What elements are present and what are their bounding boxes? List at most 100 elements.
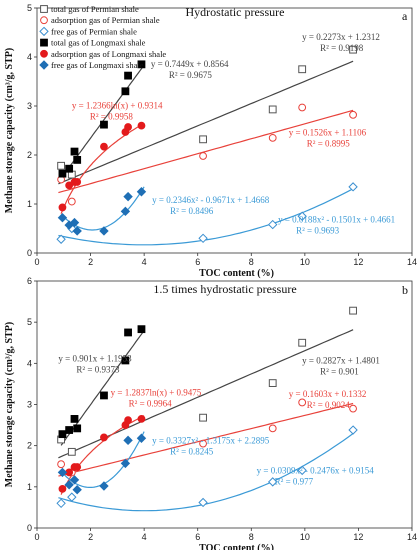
trendline-adsorption_permian [58,402,354,477]
data-point-free_longmaxi [120,458,131,469]
data-point-total_longmaxi [121,87,130,96]
data-point-free_longmaxi [57,213,68,223]
data-point-free_longmaxi [72,485,82,495]
data-point-adsorption_longmaxi [58,484,67,493]
data-point-free_longmaxi [64,480,74,490]
data-point-free_permian [198,233,208,244]
x-tick-label: 0 [34,257,39,267]
data-point-total_longmaxi [121,356,130,365]
data-point-total_permian [298,65,307,74]
x-tick-label: 14 [407,257,417,267]
y-tick-label: 0 [27,523,32,533]
y-axis-label: Methane storage capacity (cm³/g, STP) [4,322,15,487]
x-tick-label: 12 [353,257,363,267]
data-point-free_longmaxi [57,467,68,478]
x-tick-label: 2 [88,257,93,267]
data-point-total_longmaxi [73,424,82,433]
equation-label: y = 0.1526x + 1.1106 [289,127,367,137]
panel-letter: a [402,9,408,23]
data-point-total_permian [57,161,66,170]
data-point-free_permian [297,465,307,476]
data-point-free_longmaxi [99,481,109,491]
r-squared-label: R² = 0.9024 [307,400,351,410]
legend-marker-total_permian [40,5,48,13]
data-point-total_permian [67,447,76,456]
x-axis-label: TOC content (%) [199,268,274,279]
y-tick-label: 5 [27,3,32,13]
y-tick-label: 4 [27,52,32,62]
equation-label: y = 0.901x + 1.1953 [58,353,132,363]
data-point-free_longmaxi [99,226,109,236]
data-point-free_longmaxi [120,206,131,217]
r-squared-label: R² = 0.8995 [307,138,351,148]
data-point-adsorption_longmaxi [100,433,108,442]
data-point-adsorption_permian [298,398,307,407]
equation-label: y = 1.2366ln(x) + 0.9314 [72,100,163,110]
data-point-total_permian [349,45,357,54]
r-squared-label: R² = 0.8245 [170,447,214,457]
equation-label: y = 0.2827x + 1.4801 [302,355,380,365]
data-point-total_permian [199,413,207,422]
data-point-adsorption_permian [67,197,76,206]
x-tick-label: 10 [300,257,310,267]
data-point-free_longmaxi [136,433,147,443]
equation-label: y = 0.7449x + 0.8564 [151,59,229,69]
panel-a: Hydrostatic pressure a0 2 4 6 8 10 12 14012345TO… [4,3,417,279]
data-point-free_permian [67,492,77,502]
data-point-adsorption_longmaxi [58,203,67,212]
r-squared-label: R² = 0.9373 [76,364,120,374]
data-point-adsorption_longmaxi [137,121,146,130]
data-point-total_longmaxi [70,415,79,423]
data-point-total_permian [268,105,277,114]
data-point-free_longmaxi [72,226,82,236]
data-point-total_longmaxi [137,60,146,69]
data-point-adsorption_longmaxi [65,181,74,190]
r-squared-label: R² = 0.9964 [129,398,173,408]
r-squared-label: R² = 0.9675 [169,70,213,80]
legend-marker-total_longmaxi [40,38,48,47]
y-tick-label: 1 [27,199,32,209]
x-tick-label: 2 [88,532,93,542]
r-squared-label: R² = 0.901 [320,366,359,376]
data-point-total_permian [298,338,307,347]
data-point-free_permian [56,498,66,509]
data-point-adsorption_longmaxi [124,123,132,131]
legend-marker-adsorption_longmaxi [40,49,48,58]
data-point-free_permian [348,182,358,192]
data-point-adsorption_longmaxi [73,178,82,186]
x-axis-label: TOC content (%) [199,543,274,550]
legend-label: adsorption gas of Permian shale [51,15,160,25]
data-point-adsorption_permian [298,103,307,112]
legend-label: adsorption gas of Longmaxi shale [51,49,166,59]
x-tick-label: 14 [407,532,417,542]
x-tick-label: 12 [353,532,363,542]
y-tick-label: 0 [27,248,32,258]
data-point-total_longmaxi [124,328,132,337]
data-point-total_longmaxi [124,71,132,80]
panel-letter: b [402,283,408,297]
r-squared-label: R² = 0.9198 [320,43,364,53]
equation-label: y = 0.0309x² - 0.2476x + 0.9154 [257,466,375,476]
data-point-free_permian [56,234,66,244]
data-point-total_permian [199,135,207,144]
data-point-adsorption_longmaxi [100,142,108,151]
data-point-total_longmaxi [70,147,79,156]
data-point-free_longmaxi [136,187,147,197]
legend-marker-free_permian [39,26,49,37]
chart-title: 1.5 times hydrostatic pressure [153,282,296,296]
legend-label: total gas of Permian shale [51,4,139,14]
trendline-total_permian [58,60,354,185]
x-tick-label: 4 [142,257,147,267]
data-point-free_longmaxi [123,191,133,202]
r-squared-label: R² = 0.9958 [90,111,134,121]
data-point-total_longmaxi [137,325,146,334]
data-point-adsorption_longmaxi [137,415,146,423]
data-point-free_permian [348,425,358,435]
equation-label: y = 1.2837ln(x) + 0.9475 [111,387,202,397]
r-squared-label: R² = 0.977 [275,477,314,487]
plot-frame [36,280,413,529]
trendline-adsorption_longmaxi [60,122,145,214]
x-tick-label: 8 [249,532,254,542]
